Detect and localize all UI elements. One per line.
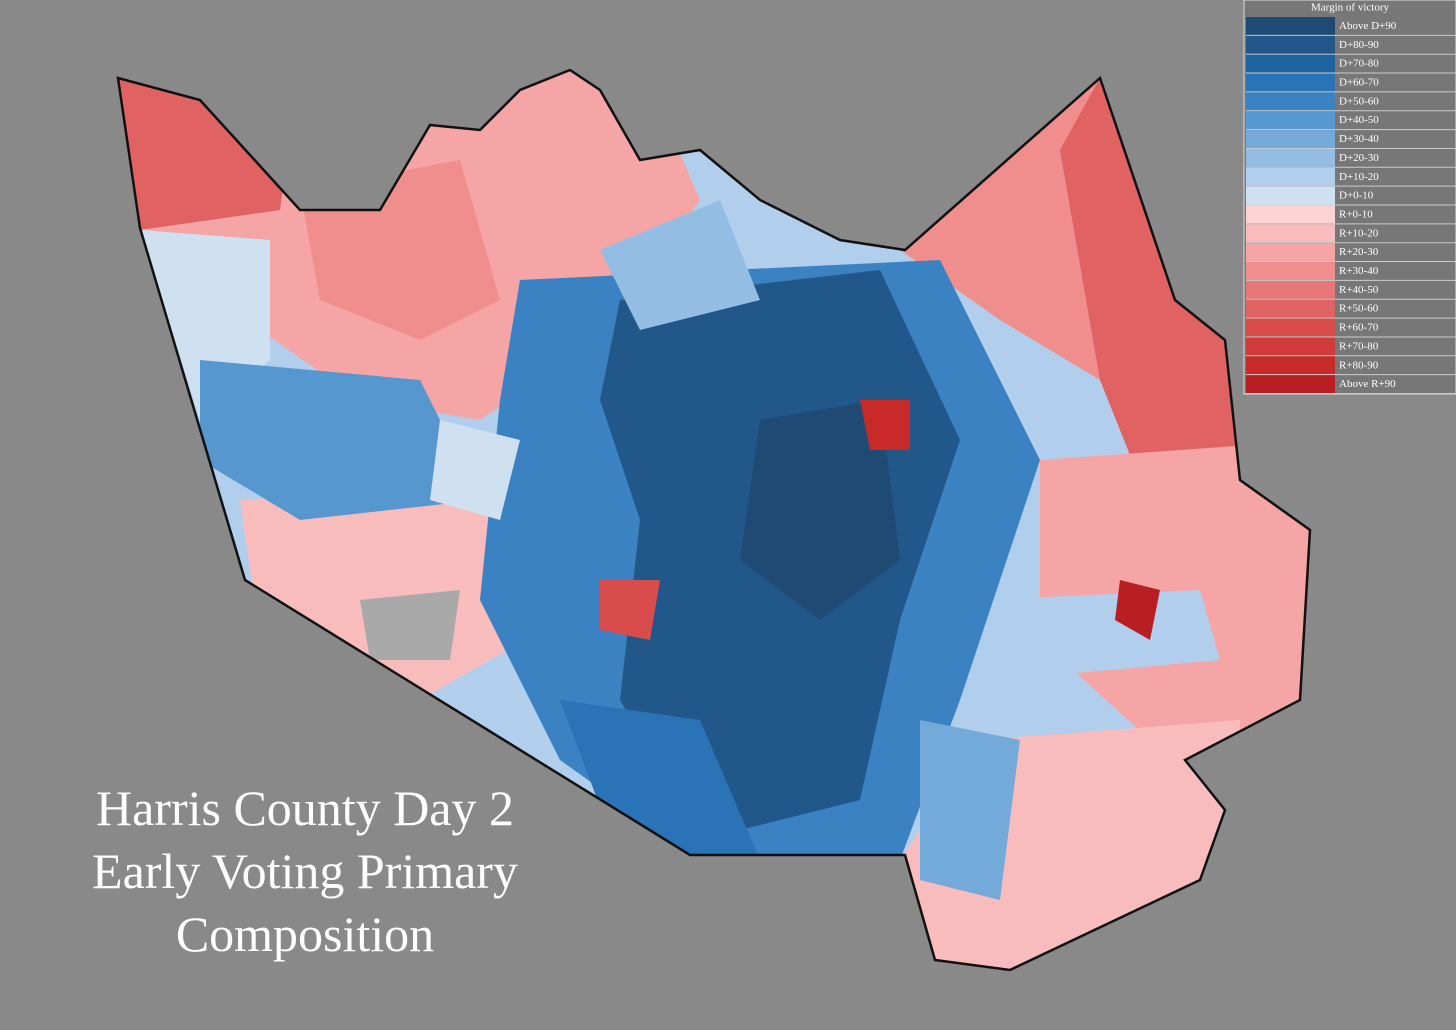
legend-label: D+20-30 — [1339, 152, 1379, 164]
legend-swatch — [1246, 318, 1335, 337]
legend-label: D+80-90 — [1339, 39, 1379, 51]
legend-swatch — [1246, 356, 1335, 375]
legend-swatch — [1246, 280, 1335, 299]
legend-title: Margin of victory — [1311, 2, 1390, 14]
legend-label: D+60-70 — [1339, 77, 1379, 89]
legend: Margin of victory Above D+90 D+80-90 D+70-… — [1243, 0, 1456, 395]
legend-label: D+0-10 — [1339, 190, 1374, 202]
legend-label: D+30-40 — [1339, 133, 1379, 145]
title-line: Harris County Day 2 — [96, 780, 514, 836]
legend-swatch — [1246, 92, 1335, 111]
legend-label: R+70-80 — [1339, 340, 1379, 352]
legend-swatch — [1246, 243, 1335, 262]
legend-swatch — [1246, 73, 1335, 92]
legend-swatch — [1246, 337, 1335, 356]
county-outline — [116, 68, 1312, 972]
legend-swatch — [1246, 130, 1335, 148]
legend-swatch — [1246, 17, 1335, 35]
legend-label: R+0-10 — [1339, 208, 1373, 220]
legend-swatch — [1246, 224, 1335, 243]
title-line: Early Voting Primary — [92, 843, 518, 899]
legend-label: D+10-20 — [1339, 171, 1379, 183]
legend-label: D+40-50 — [1339, 114, 1379, 126]
title-line: Composition — [176, 906, 434, 962]
legend-swatch — [1246, 148, 1335, 167]
legend-label: R+30-40 — [1339, 265, 1379, 277]
legend-label: Above R+90 — [1339, 378, 1396, 390]
legend-swatch — [1246, 54, 1335, 73]
legend-swatch — [1246, 299, 1335, 318]
legend-swatch — [1246, 111, 1335, 130]
legend-label: R+60-70 — [1339, 322, 1379, 334]
legend-swatch — [1246, 167, 1335, 186]
legend-label: R+80-90 — [1339, 359, 1379, 371]
legend-label: D+50-60 — [1339, 95, 1379, 107]
legend-swatch — [1246, 186, 1335, 205]
legend-swatch — [1246, 35, 1335, 54]
legend-label: D+70-80 — [1339, 58, 1379, 70]
legend-swatch — [1246, 262, 1335, 280]
legend-label: Above D+90 — [1339, 20, 1397, 32]
legend-swatch — [1246, 375, 1335, 393]
legend-label: R+50-60 — [1339, 303, 1379, 315]
legend-label: R+20-30 — [1339, 246, 1379, 258]
legend-label: R+10-20 — [1339, 227, 1379, 239]
legend-swatch — [1246, 205, 1335, 224]
legend-label: R+40-50 — [1339, 284, 1379, 296]
